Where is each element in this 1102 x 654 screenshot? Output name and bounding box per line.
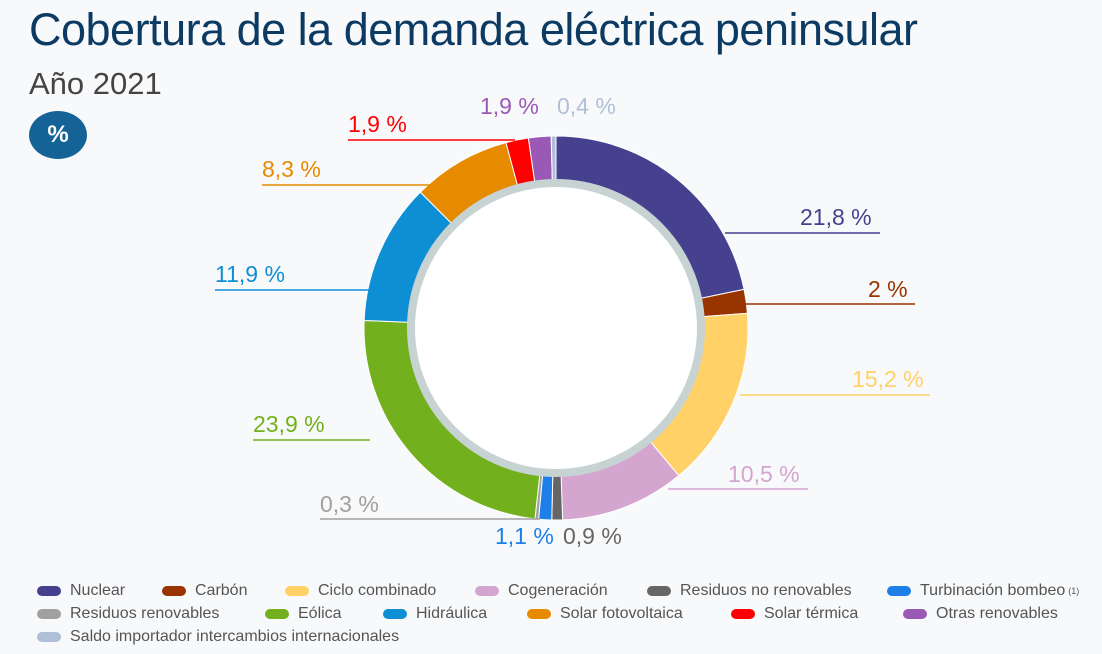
legend-item: Saldo importador intercambios internacio…	[37, 628, 399, 646]
data-label: 0,4 %	[557, 93, 616, 119]
legend-item: Solar fotovoltaica	[527, 605, 683, 623]
data-label: 8,3 %	[262, 156, 321, 182]
legend-item: Eólica	[265, 605, 342, 623]
legend-footnote-marker: (1)	[1068, 586, 1080, 596]
legend-swatch	[527, 609, 551, 619]
legend-label: Cogeneración	[508, 582, 608, 599]
legend-label: Ciclo combinado	[318, 582, 437, 599]
legend-item: Solar térmica	[731, 605, 858, 623]
data-label: 2 %	[868, 276, 908, 302]
legend-label: Solar fotovoltaica	[560, 605, 683, 622]
data-label: 10,5 %	[728, 461, 800, 487]
unit-badge: %	[29, 111, 87, 159]
donut-hole	[407, 179, 705, 477]
data-label: 15,2 %	[852, 366, 924, 392]
legend-swatch	[37, 586, 61, 596]
legend-item: Residuos renovables	[37, 605, 219, 623]
legend-item: Cogeneración	[475, 582, 608, 600]
data-label: 0,3 %	[320, 491, 379, 517]
chart-title: Cobertura de la demanda eléctrica penins…	[29, 4, 918, 55]
legend-label: Turbinación bombeo	[920, 582, 1066, 599]
legend-swatch	[37, 609, 61, 619]
data-label: 1,9 %	[348, 111, 407, 137]
legend-swatch	[647, 586, 671, 596]
legend-label: Otras renovables	[936, 605, 1058, 622]
data-label: 21,8 %	[800, 204, 872, 230]
legend-swatch	[383, 609, 407, 619]
legend-label: Saldo importador intercambios internacio…	[70, 628, 400, 645]
legend-item: Turbinación bombeo (1)	[887, 582, 1079, 600]
chart-subtitle: Año 2021	[29, 66, 162, 101]
legend-item: Carbón	[162, 582, 247, 600]
legend-label: Hidráulica	[416, 605, 488, 622]
legend-label: Solar térmica	[764, 605, 859, 622]
slice-saldo-importador-intercambios-internacionales	[550, 135, 557, 184]
legend-swatch	[37, 632, 61, 642]
data-label: 1,9 %	[480, 93, 539, 119]
legend-swatch	[162, 586, 186, 596]
data-label: 1,1 %	[495, 523, 554, 549]
legend-swatch	[887, 586, 911, 596]
data-label: 0,9 %	[563, 523, 622, 549]
data-label: 11,9 %	[215, 261, 285, 287]
legend-item: Otras renovables	[903, 605, 1058, 623]
legend-label: Residuos no renovables	[680, 582, 852, 599]
legend-swatch	[265, 609, 289, 619]
legend-label: Residuos renovables	[70, 605, 220, 622]
legend-swatch	[903, 609, 927, 619]
legend-item: Residuos no renovables	[647, 582, 852, 600]
legend-swatch	[731, 609, 755, 619]
legend-item: Nuclear	[37, 582, 125, 600]
slice-residuos-no-renovables	[551, 472, 564, 521]
legend-label: Nuclear	[70, 582, 126, 599]
legend-item: Ciclo combinado	[285, 582, 436, 600]
legend-label: Carbón	[195, 582, 248, 599]
legend-swatch	[475, 586, 499, 596]
legend-swatch	[285, 586, 309, 596]
data-label: 23,9 %	[253, 411, 325, 437]
legend-label: Eólica	[298, 605, 342, 622]
legend-item: Hidráulica	[383, 605, 487, 623]
